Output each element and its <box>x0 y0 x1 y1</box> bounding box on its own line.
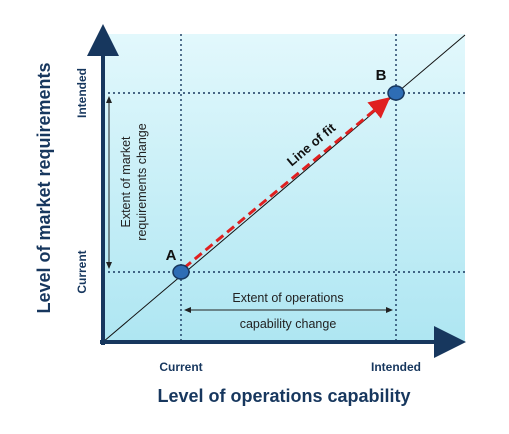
point-label: A <box>166 247 177 264</box>
annotation: requirements change <box>135 123 149 240</box>
fit-arrow <box>183 97 391 270</box>
y-axis-title: Level of market requirements <box>34 62 54 313</box>
point-b <box>387 85 405 101</box>
annotation: capability change <box>240 317 337 331</box>
diagonal <box>102 34 466 343</box>
x-axis-title: Level of operations capability <box>157 386 410 406</box>
y-tick-label: Current <box>75 250 89 293</box>
y-tick-label: Intended <box>75 68 89 118</box>
x-tick-label: Intended <box>371 360 421 374</box>
point-a <box>172 264 190 280</box>
point-label: B <box>376 67 387 84</box>
annotation: Extent of operations <box>232 291 343 305</box>
x-tick-label: Current <box>159 360 202 374</box>
annotation: Extent of market <box>119 136 133 228</box>
